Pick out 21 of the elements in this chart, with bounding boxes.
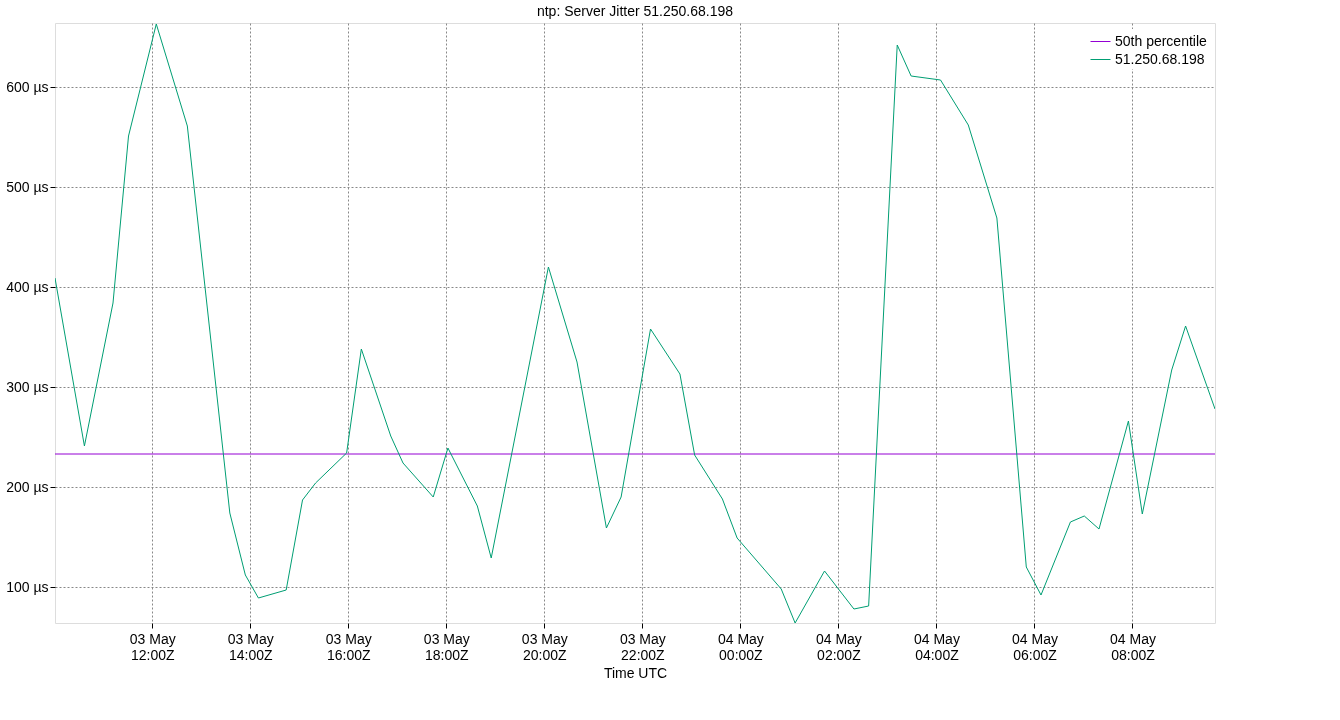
legend-label: 51.250.68.198 bbox=[1115, 50, 1205, 67]
x-tick-label: 03 May 14:00Z bbox=[227, 630, 274, 663]
x-tick-label: 03 May 12:00Z bbox=[129, 630, 176, 663]
x-tick-label: 04 May 08:00Z bbox=[1110, 630, 1156, 663]
x-tick-label: 03 May 20:00Z bbox=[521, 630, 568, 663]
chart-title: ntp: Server Jitter 51.250.68.198 bbox=[536, 3, 734, 19]
x-tick-label: 04 May 02:00Z bbox=[815, 630, 862, 663]
y-tick-label: 500 µs bbox=[6, 178, 49, 195]
y-tick-label: 200 µs bbox=[6, 478, 49, 495]
y-tick-label: 300 µs bbox=[6, 378, 49, 395]
y-tick-label: 100 µs bbox=[6, 578, 49, 595]
x-tick-label: 03 May 18:00Z bbox=[423, 630, 470, 663]
legend-label: 50th percentile bbox=[1115, 32, 1208, 49]
y-tick-label: 600 µs bbox=[6, 78, 49, 95]
x-tick-label: 03 May 22:00Z bbox=[619, 630, 666, 663]
x-tick-label: 04 May 04:00Z bbox=[913, 630, 960, 663]
x-tick-label: 03 May 16:00Z bbox=[325, 630, 372, 663]
x-tick-label: 04 May 00:00Z bbox=[717, 630, 764, 663]
x-axis-title: Time UTC bbox=[603, 664, 668, 681]
x-tick-label: 04 May 06:00Z bbox=[1012, 630, 1058, 663]
y-tick-label: 400 µs bbox=[6, 278, 49, 295]
